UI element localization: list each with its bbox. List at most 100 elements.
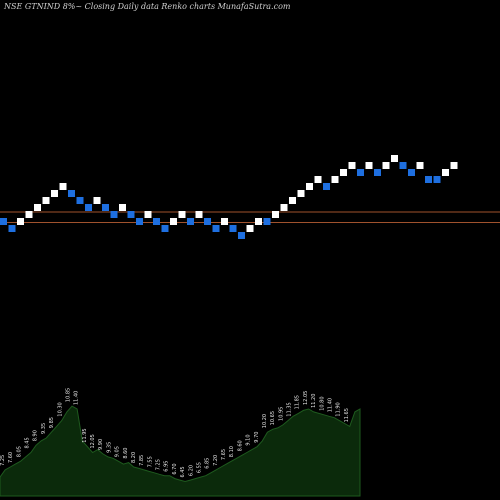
volume-label: 6.70 xyxy=(172,463,178,474)
renko-brick xyxy=(59,183,67,190)
renko-brick xyxy=(229,225,237,232)
volume-label: 7.25 xyxy=(0,455,6,466)
renko-brick xyxy=(8,225,16,232)
renko-brick xyxy=(127,211,135,218)
volume-label: 11.35 xyxy=(287,402,293,416)
volume-label: 10.95 xyxy=(278,407,284,421)
volume-label: 11.90 xyxy=(336,402,342,416)
volume-label: 11.20 xyxy=(311,394,317,408)
volume-label: 8.05 xyxy=(16,446,22,457)
renko-brick xyxy=(187,218,194,225)
volume-label: 12.05 xyxy=(303,391,309,405)
renko-brick xyxy=(68,190,75,197)
renko-brick xyxy=(119,204,126,211)
renko-brick xyxy=(255,218,262,225)
volume-label: 6.45 xyxy=(180,466,186,477)
volume-label: 8.20 xyxy=(131,452,137,463)
renko-brick xyxy=(348,162,356,169)
chart-title: NSE GTNIND 8%~ Closing Daily data Renko … xyxy=(3,2,291,11)
renko-brick xyxy=(323,183,330,190)
renko-brick xyxy=(433,176,441,183)
volume-label: 10.20 xyxy=(262,414,268,428)
renko-brick xyxy=(102,204,109,211)
volume-label: 6.20 xyxy=(188,465,194,476)
volume-label: 7.55 xyxy=(147,456,153,467)
renko-brick xyxy=(51,190,58,197)
volume-label: 10.30 xyxy=(57,402,63,416)
renko-brick xyxy=(263,218,271,225)
renko-brick xyxy=(17,218,24,225)
volume-label: 6.85 xyxy=(205,458,211,469)
renko-brick xyxy=(331,176,339,183)
volume-label: 9.10 xyxy=(246,434,252,445)
renko-brick xyxy=(272,211,279,218)
renko-brick xyxy=(34,204,41,211)
renko-bricks xyxy=(0,155,458,239)
volume-label: 12.05 xyxy=(90,434,96,448)
renko-brick xyxy=(357,169,364,176)
renko-brick xyxy=(306,183,313,190)
renko-brick xyxy=(76,197,84,204)
volume-label: 8.10 xyxy=(229,446,235,457)
renko-brick xyxy=(408,169,415,176)
volume-label: 11.95 xyxy=(82,428,88,442)
volume-label: 7.20 xyxy=(213,455,219,466)
volume-label: 10.65 xyxy=(270,411,276,425)
renko-brick xyxy=(178,211,186,218)
renko-brick xyxy=(442,169,449,176)
volume-label: 9.35 xyxy=(41,423,47,434)
renko-brick xyxy=(110,211,118,218)
volume-label: 8.60 xyxy=(237,440,243,451)
renko-brick xyxy=(136,218,143,225)
volume-label: 9.35 xyxy=(106,442,112,453)
volume-label: 11.65 xyxy=(344,408,350,422)
reference-lines xyxy=(0,211,500,223)
renko-brick xyxy=(144,211,152,218)
renko-brick xyxy=(0,218,7,225)
renko-brick xyxy=(382,162,390,169)
volume-label: 11.85 xyxy=(295,395,301,409)
renko-brick xyxy=(25,211,33,218)
volume-label: 7.25 xyxy=(156,459,162,470)
renko-brick xyxy=(93,197,101,204)
volume-label: 9.05 xyxy=(115,446,121,457)
renko-brick xyxy=(391,155,398,162)
renko-brick xyxy=(280,204,288,211)
renko-brick xyxy=(374,169,381,176)
renko-brick xyxy=(425,176,432,183)
volume-label: 7.65 xyxy=(221,449,227,460)
renko-brick xyxy=(204,218,211,225)
volume-label: 9.90 xyxy=(98,439,104,450)
renko-brick xyxy=(195,211,203,218)
volume-label: 8.60 xyxy=(123,448,129,459)
renko-brick xyxy=(365,162,373,169)
renko-brick xyxy=(289,197,296,204)
renko-brick xyxy=(450,162,458,169)
volume-label: 9.85 xyxy=(49,417,55,428)
volume-label: 6.95 xyxy=(164,461,170,472)
volume-label: 8.90 xyxy=(33,430,39,441)
volume-label: 6.55 xyxy=(196,462,202,473)
volume-label: 8.45 xyxy=(25,437,31,448)
renko-brick xyxy=(42,197,50,204)
renko-brick xyxy=(238,232,245,239)
volume-label: 9.70 xyxy=(254,432,260,443)
volume-label: 7.60 xyxy=(8,452,14,463)
volume-label: 7.85 xyxy=(139,455,145,466)
volume-label: 11.40 xyxy=(327,398,333,412)
renko-brick xyxy=(314,176,322,183)
renko-brick xyxy=(399,162,407,169)
renko-brick xyxy=(153,218,160,225)
volume-area xyxy=(0,405,361,497)
volume-label: 10.85 xyxy=(65,388,71,402)
renko-brick xyxy=(297,190,305,197)
renko-brick xyxy=(161,225,169,232)
renko-brick xyxy=(340,169,347,176)
renko-brick xyxy=(212,225,220,232)
renko-brick xyxy=(170,218,177,225)
renko-brick xyxy=(246,225,254,232)
renko-brick xyxy=(221,218,228,225)
